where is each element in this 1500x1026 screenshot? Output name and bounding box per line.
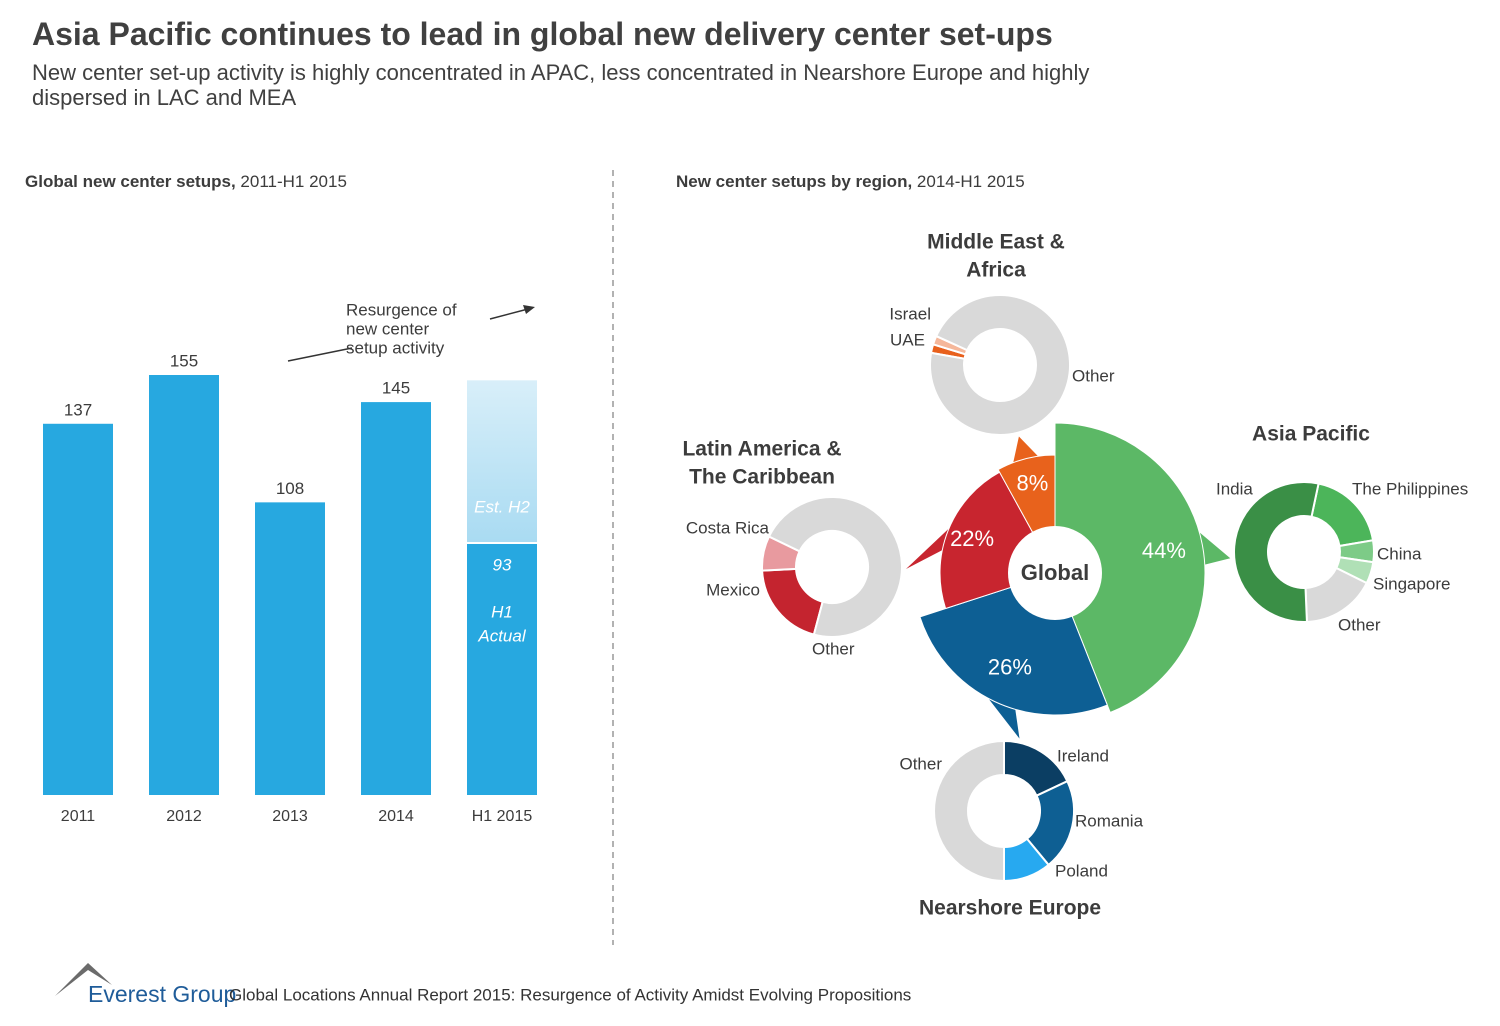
chart-title: Global new center setups, 2011-H1 2015	[25, 172, 347, 191]
chart-title: New center setups by region, 2014-H1 201…	[676, 172, 1025, 191]
donut-slice	[767, 496, 903, 638]
donut-title: Asia Pacific	[1252, 423, 1370, 446]
value-label: 44%	[1142, 538, 1186, 563]
donut-slice	[929, 294, 1071, 436]
annotation-arrow	[287, 347, 353, 362]
donut-title: The Caribbean	[689, 466, 835, 489]
donut-label: UAE	[890, 330, 925, 349]
bar	[149, 375, 219, 795]
actual-label: Actual	[477, 626, 526, 645]
actual-label: H1	[491, 602, 513, 621]
estimate-shade	[467, 380, 537, 543]
estimate-label: Est. H2	[474, 497, 530, 516]
chart-title-main: Global new center setups,	[25, 172, 236, 191]
value-label: 26%	[988, 655, 1032, 680]
annotation: new center	[346, 319, 429, 338]
donut-label: India	[1216, 479, 1253, 498]
bar	[467, 543, 537, 795]
annotation: Resurgence of	[346, 300, 457, 319]
bar	[255, 502, 325, 795]
value-label: 8%	[1016, 471, 1048, 496]
donut-label: Other	[812, 639, 855, 658]
center-label: Global	[1021, 560, 1089, 585]
donut-label: Other	[899, 754, 942, 773]
page-title: Asia Pacific continues to lead in global…	[32, 16, 1053, 52]
report-title: Global Locations Annual Report 2015: Res…	[229, 985, 911, 1004]
donut-label: Costa Rica	[686, 518, 770, 537]
annotation: setup activity	[346, 338, 445, 357]
value-label: 22%	[950, 526, 994, 551]
chart-title-period: 2014-H1 2015	[917, 172, 1025, 191]
donut-label: Other	[1072, 366, 1115, 385]
value-label: 93	[493, 555, 512, 574]
x-tick-label: 2011	[61, 808, 96, 825]
donut-label: Mexico	[706, 580, 760, 599]
donut-title: Nearshore Europe	[919, 897, 1101, 920]
donut-label: Ireland	[1057, 746, 1109, 765]
pie-hole	[1008, 526, 1102, 620]
callout	[905, 518, 960, 569]
x-tick-label: 2012	[166, 808, 202, 825]
donut-slice	[761, 567, 824, 636]
value-label: 145	[382, 379, 410, 398]
donut-label: Romania	[1075, 811, 1144, 830]
donut-label: The Philippines	[1352, 479, 1468, 498]
value-label: 137	[64, 400, 92, 419]
callout	[979, 687, 1020, 739]
donut-title: Middle East &	[927, 231, 1065, 254]
arrow-head	[523, 305, 535, 314]
annotation-arrow	[489, 308, 529, 320]
donut-label: Singapore	[1373, 574, 1451, 593]
bar	[361, 402, 431, 795]
donut-label: Other	[1338, 615, 1381, 634]
x-tick-label: 2014	[378, 808, 414, 825]
logo-mark	[55, 963, 112, 996]
chart-title-main: New center setups by region,	[676, 172, 912, 191]
value-label: 108	[276, 479, 304, 498]
donut-title: Africa	[966, 259, 1026, 282]
donut-slice	[933, 739, 1005, 883]
bar	[43, 423, 113, 795]
pie-slice	[1054, 422, 1206, 714]
donut-slice	[1233, 481, 1320, 623]
donut-label: China	[1377, 544, 1422, 563]
chart-title-period: 2011-H1 2015	[240, 172, 347, 191]
x-tick-label: 2013	[272, 808, 308, 825]
value-label: 155	[170, 351, 198, 370]
x-tick-label: H1 2015	[472, 808, 533, 825]
donut-title: Latin America &	[682, 438, 841, 461]
donut-label: Poland	[1055, 861, 1108, 880]
donut-label: Israel	[889, 304, 931, 323]
brand: Everest Group	[88, 981, 236, 1007]
page-subtitle: New center set-up activity is highly con…	[32, 60, 1090, 110]
